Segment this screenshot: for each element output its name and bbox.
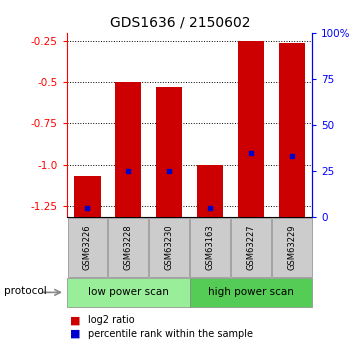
Text: ■: ■ xyxy=(70,329,81,339)
Text: GSM63230: GSM63230 xyxy=(165,225,174,270)
Bar xyxy=(278,43,305,217)
Text: percentile rank within the sample: percentile rank within the sample xyxy=(88,329,253,339)
Bar xyxy=(156,87,182,217)
Text: GSM63229: GSM63229 xyxy=(287,225,296,270)
Text: log2 ratio: log2 ratio xyxy=(88,315,135,325)
Bar xyxy=(197,165,223,217)
Text: GDS1636 / 2150602: GDS1636 / 2150602 xyxy=(110,16,251,30)
Bar xyxy=(115,82,142,217)
Text: GSM63228: GSM63228 xyxy=(124,225,132,270)
Text: high power scan: high power scan xyxy=(208,287,294,297)
Text: GSM63163: GSM63163 xyxy=(205,225,214,270)
Text: GSM63226: GSM63226 xyxy=(83,225,92,270)
Text: ■: ■ xyxy=(70,315,81,325)
Text: protocol: protocol xyxy=(4,286,46,296)
Text: GSM63227: GSM63227 xyxy=(247,225,255,270)
Bar xyxy=(74,176,100,217)
Bar xyxy=(238,41,264,217)
Text: low power scan: low power scan xyxy=(88,287,169,297)
